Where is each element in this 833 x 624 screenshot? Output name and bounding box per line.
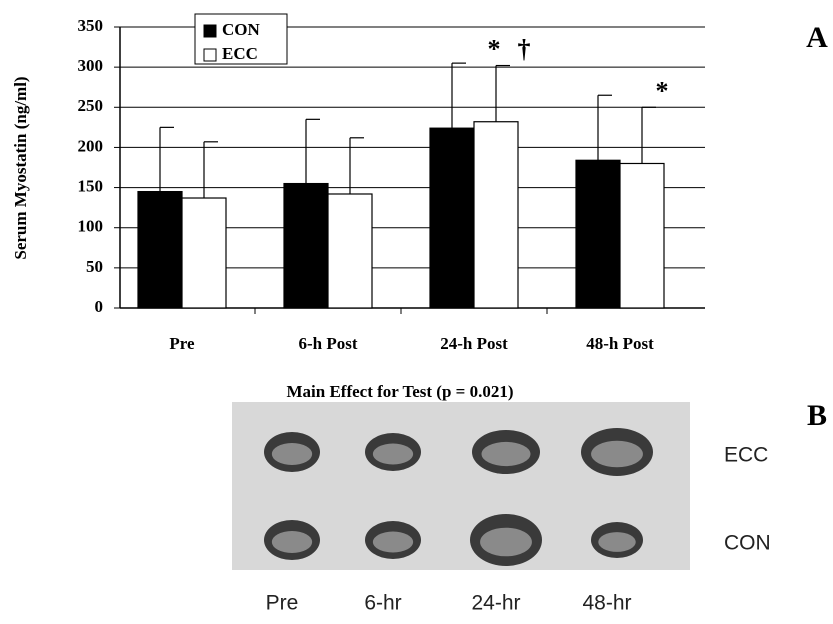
x-tick-label: 6-h Post	[298, 334, 357, 353]
legend-label: CON	[222, 20, 261, 39]
annotation: *	[488, 35, 501, 64]
bar	[474, 122, 518, 308]
annotation: †	[518, 35, 531, 64]
annotation: *	[656, 76, 669, 105]
x-tick-label: 24-h Post	[440, 334, 508, 353]
bar	[182, 198, 226, 308]
subtitle: Main Effect for Test (p = 0.021)	[286, 382, 513, 401]
panel-label: B	[807, 399, 827, 432]
y-axis-label: Serum Myostatin (ng/ml)	[11, 76, 30, 259]
bar	[328, 194, 372, 308]
panel-label: A	[806, 21, 828, 54]
y-tick-label: 250	[78, 96, 104, 115]
y-tick-label: 100	[78, 217, 104, 236]
blot-spot-inner	[591, 441, 643, 467]
column-label: 6-hr	[364, 592, 401, 615]
y-tick-label: 300	[78, 56, 104, 75]
x-tick-label: 48-h Post	[586, 334, 654, 353]
blot-spot-inner	[598, 532, 635, 552]
bar	[138, 192, 182, 308]
blot-spot-inner	[272, 531, 312, 553]
y-tick-label: 50	[86, 257, 103, 276]
y-tick-label: 0	[95, 297, 104, 316]
figure: Serum Myostatin (ng/ml) Main Effect for …	[0, 0, 833, 619]
blot-spot-inner	[373, 444, 413, 465]
legend-swatch	[204, 25, 216, 37]
y-tick-label: 350	[78, 16, 104, 35]
column-label: 48-hr	[582, 592, 631, 615]
x-tick-label: Pre	[169, 334, 195, 353]
row-label: CON	[724, 532, 771, 555]
bar	[284, 184, 328, 308]
bar	[576, 160, 620, 308]
bar	[430, 128, 474, 308]
column-label: Pre	[266, 592, 299, 615]
y-tick-label: 150	[78, 176, 104, 195]
bar	[620, 163, 664, 308]
row-label: ECC	[724, 444, 768, 467]
legend-label: ECC	[222, 44, 258, 63]
blot-spot-inner	[373, 532, 413, 553]
y-tick-label: 200	[78, 136, 104, 155]
blot-spot-inner	[272, 443, 312, 465]
blot-spot-inner	[480, 528, 532, 557]
blot-spot-inner	[482, 442, 531, 466]
column-label: 24-hr	[471, 592, 520, 615]
legend-swatch	[204, 49, 216, 61]
